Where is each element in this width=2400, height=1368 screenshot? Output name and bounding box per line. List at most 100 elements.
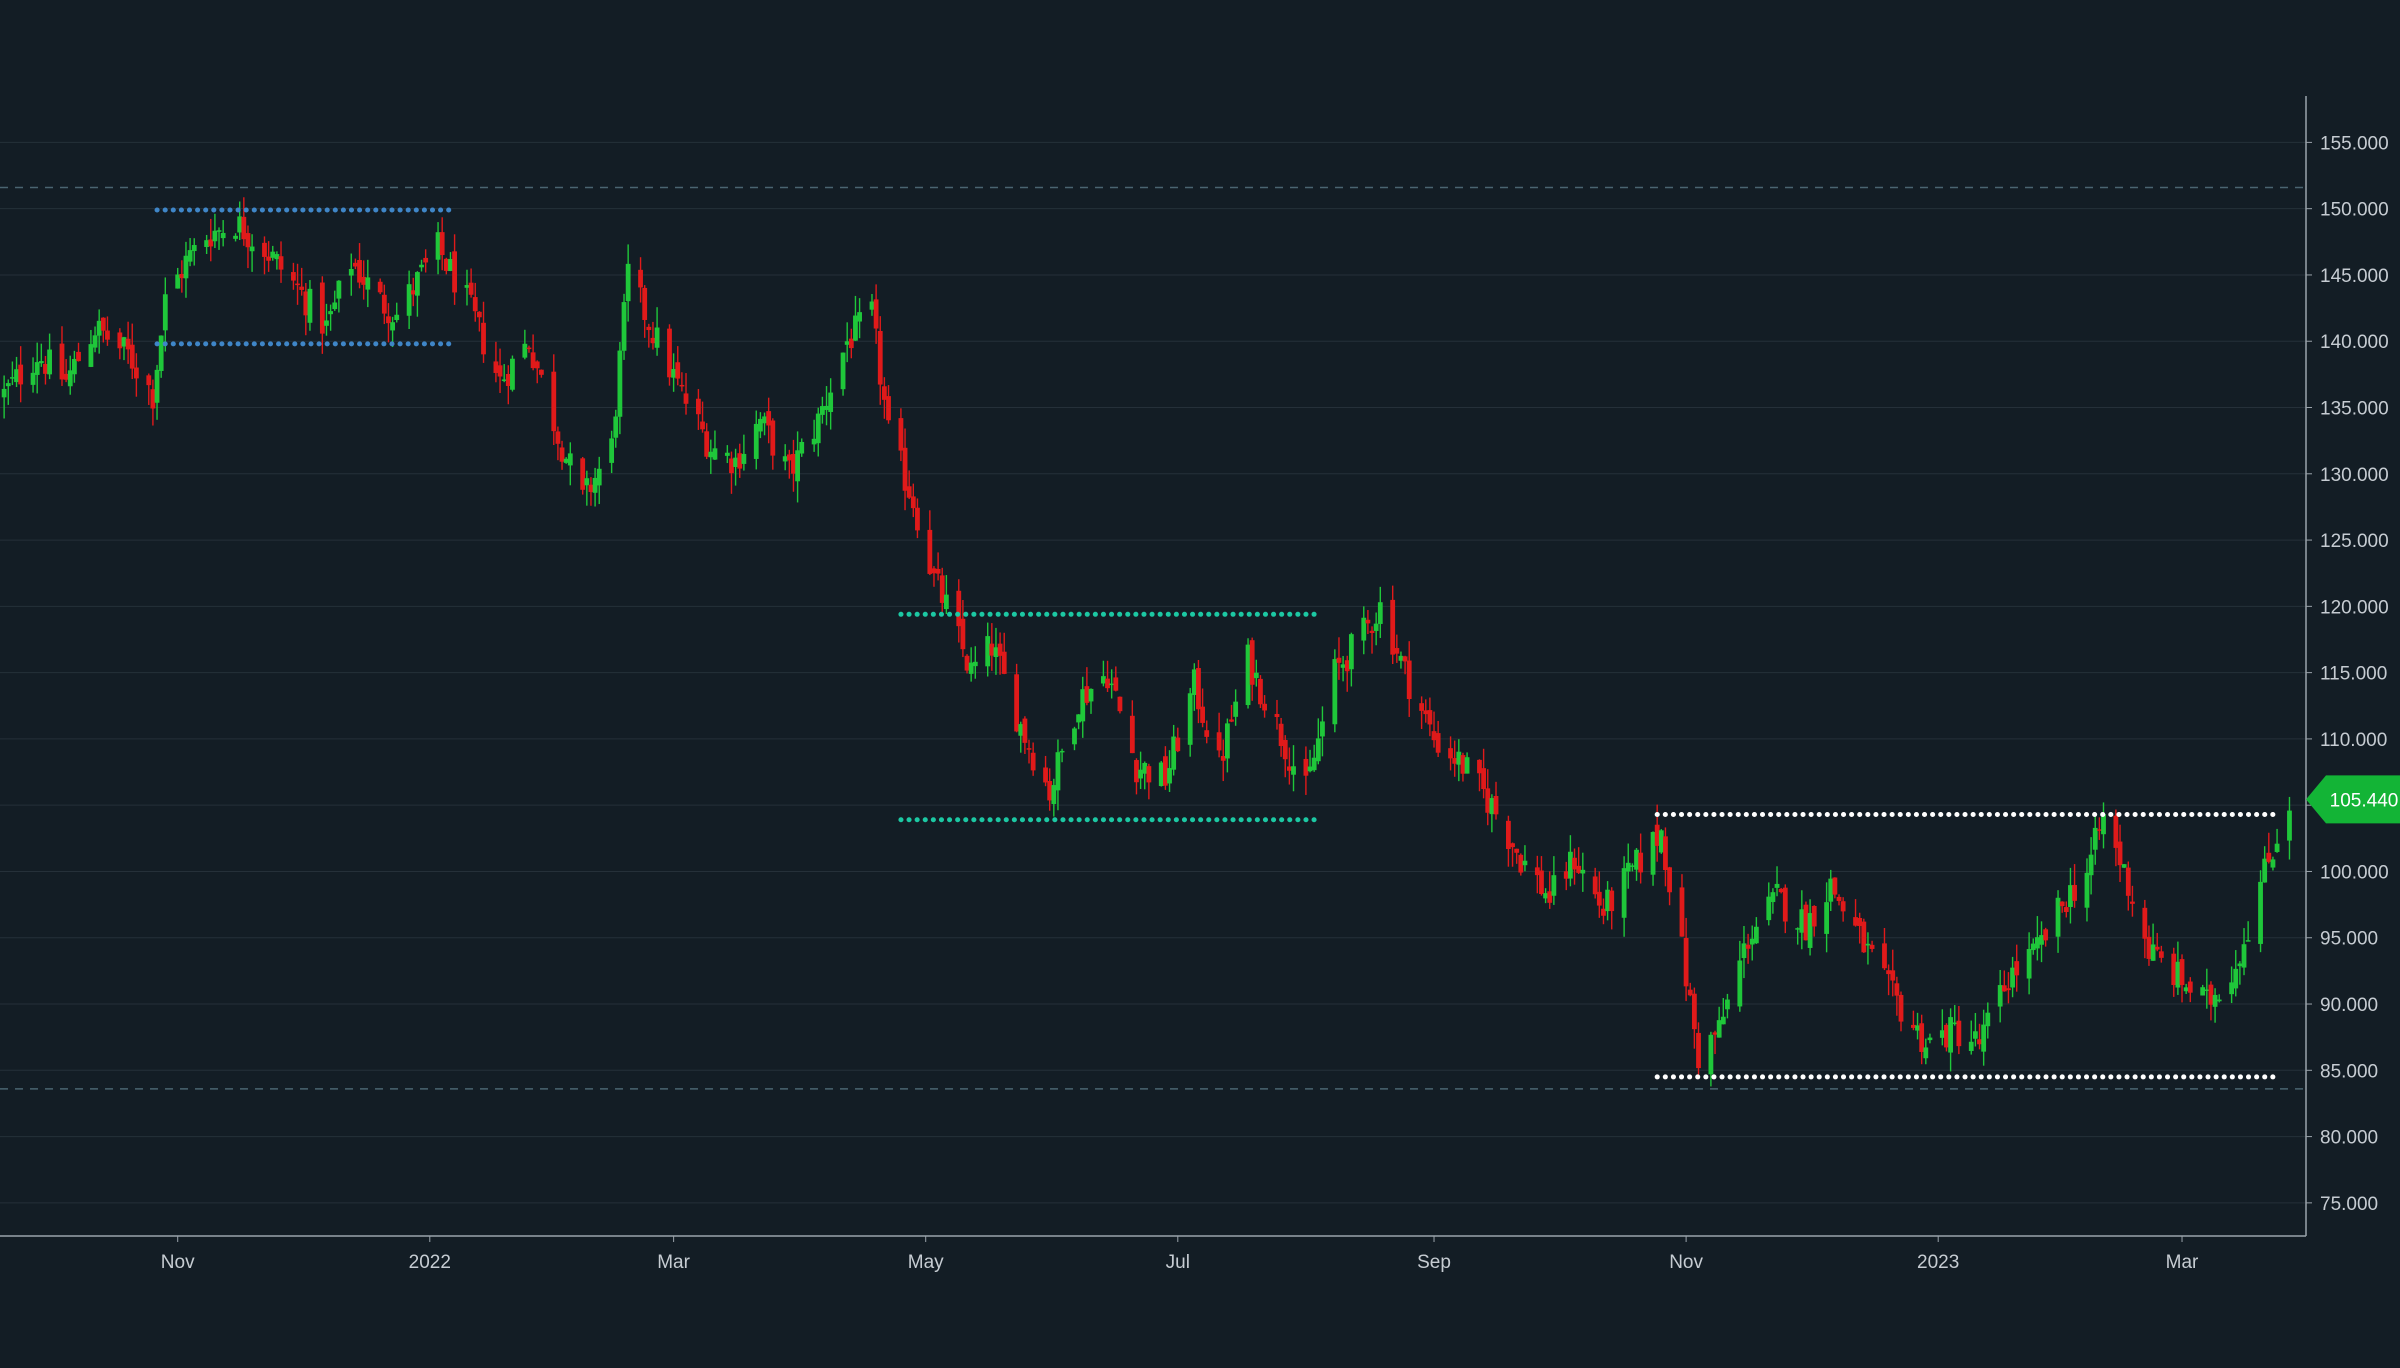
- candle-body: [208, 239, 214, 247]
- candle-body: [1431, 731, 1437, 741]
- y-tick-label: 85.000: [2320, 1061, 2378, 1082]
- candle-body: [795, 450, 800, 482]
- candle-body: [696, 398, 701, 415]
- candle-body: [1394, 648, 1400, 654]
- candle-body: [353, 262, 358, 267]
- candle-body: [1803, 904, 1809, 941]
- candle-body: [828, 392, 834, 412]
- candle-body: [534, 361, 540, 369]
- candle-body: [1200, 706, 1205, 723]
- x-tick-label: 2022: [409, 1252, 451, 1273]
- candle-body: [1811, 905, 1817, 927]
- candle-body: [943, 594, 949, 610]
- candle-body: [262, 242, 267, 257]
- candle-body: [377, 281, 383, 293]
- candle-body: [1262, 703, 1267, 711]
- candle-body: [811, 438, 817, 445]
- candle-body: [2068, 885, 2073, 908]
- candle-body: [332, 302, 338, 310]
- candle-body: [2125, 867, 2131, 896]
- candle-body: [435, 232, 441, 260]
- candle-body: [2158, 951, 2164, 958]
- candle-body: [1518, 854, 1524, 873]
- candle-body: [1365, 619, 1371, 624]
- candle-body: [464, 285, 470, 288]
- candle-body: [1997, 985, 2003, 1007]
- y-tick-label: 115.000: [2320, 664, 2387, 685]
- channel-lines[interactable]: [154, 207, 2280, 1080]
- candle-body: [2241, 944, 2247, 968]
- candle-body: [555, 431, 561, 444]
- candle-body: [729, 458, 734, 474]
- candle-body: [1105, 678, 1110, 689]
- candlestick-series: [1, 197, 2292, 1087]
- candle-body: [1452, 758, 1458, 764]
- candle-body: [1539, 870, 1544, 895]
- candle-body: [324, 320, 329, 326]
- candle-body: [1890, 970, 1896, 981]
- candle-body: [985, 636, 991, 667]
- candle-body: [117, 332, 123, 349]
- candle-body: [245, 233, 251, 248]
- candle-body: [187, 250, 193, 262]
- candle-body: [1493, 795, 1499, 815]
- candle-body: [1625, 862, 1631, 872]
- candle-body: [1716, 1020, 1722, 1038]
- candle-body: [753, 423, 759, 459]
- candle-body: [1361, 617, 1367, 641]
- candle-body: [476, 311, 482, 318]
- candle-body: [1634, 849, 1639, 870]
- candle-body: [319, 282, 325, 334]
- candle-body: [2030, 943, 2036, 951]
- candle-body: [237, 216, 243, 233]
- candle-body: [2274, 843, 2280, 852]
- candle-body: [567, 453, 573, 466]
- candle-body: [1043, 767, 1048, 783]
- candle-body: [1423, 710, 1429, 715]
- x-tick-label: Mar: [2166, 1252, 2199, 1273]
- last-price-label: 105.440: [2330, 790, 2399, 811]
- candle-body: [1547, 891, 1553, 903]
- candle-body: [1972, 1031, 1978, 1039]
- candle-body: [770, 420, 776, 456]
- candle-body: [733, 457, 739, 468]
- candle-body: [1311, 757, 1317, 771]
- candle-body: [799, 441, 805, 454]
- candle-body: [704, 431, 710, 457]
- candle-body: [1, 388, 7, 398]
- y-tick-label: 110.000: [2320, 730, 2387, 751]
- candle-body: [18, 364, 24, 385]
- candle-body: [1828, 878, 1834, 902]
- candle-body: [175, 274, 181, 289]
- candle-body: [1514, 848, 1520, 853]
- candle-body: [129, 344, 135, 369]
- candle-body: [448, 258, 453, 272]
- candle-body: [1534, 867, 1540, 876]
- x-tick-label: Nov: [161, 1252, 195, 1273]
- candle-body: [1448, 748, 1453, 759]
- candle-body: [997, 643, 1003, 656]
- candle-body: [960, 618, 966, 650]
- candle-body: [1956, 1020, 1962, 1047]
- candle-body: [1419, 703, 1425, 711]
- candle-body: [625, 263, 631, 302]
- grid-lines: [0, 141, 2306, 1204]
- candle-body: [133, 367, 139, 379]
- candle-body: [1807, 913, 1813, 948]
- x-tick-label: May: [908, 1252, 944, 1273]
- candle-body: [869, 301, 875, 310]
- candle-body: [390, 322, 395, 331]
- candle-body: [2043, 929, 2049, 941]
- candle-body: [993, 647, 999, 658]
- candle-body: [1522, 860, 1528, 866]
- candle-body: [365, 277, 371, 290]
- candle-body: [1601, 908, 1606, 916]
- candle-body: [154, 369, 160, 403]
- candle-body: [902, 447, 908, 491]
- y-tick-label: 150.000: [2320, 200, 2389, 221]
- candle-body: [419, 264, 424, 268]
- time-axis[interactable]: Nov 2022 Mar May Jul Sep Nov 2023 Mar: [0, 1235, 2306, 1273]
- candle-body: [2245, 940, 2251, 942]
- candle-body: [96, 320, 102, 336]
